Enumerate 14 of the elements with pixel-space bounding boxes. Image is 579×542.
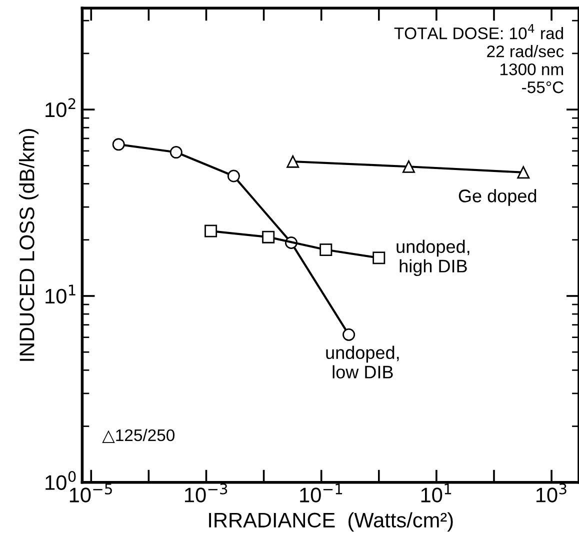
x-tick-label: 10$^{3}$ [536, 483, 566, 502]
x-tick-label: 10$^{−3}$ [185, 483, 228, 502]
annotation: TOTAL DOSE: 10$^{4}$ rad 22 rad/sec 1300 nm -55°C [394, 24, 564, 94]
annotation: undoped, low DIB [326, 346, 399, 378]
x-axis-title: IRRADIANCE (Watts/cm²) [209, 512, 453, 532]
annotation: undoped, high DIB [396, 240, 470, 276]
annotation: △125/250 [102, 428, 174, 444]
x-tick-label: 10$^{−1}$ [300, 484, 342, 502]
y-tick-label: 10$^{1}$ [46, 284, 76, 304]
x-tick-label: 10$^{−5}$ [70, 484, 112, 502]
x-tick-label: 10$^{1}$ [421, 484, 452, 502]
annotation: Ge doped [458, 189, 536, 206]
y-axis-title: INDUCED LOSS (dB/km) [19, 129, 38, 361]
y-tick-label: 10$^{2}$ [46, 98, 76, 118]
